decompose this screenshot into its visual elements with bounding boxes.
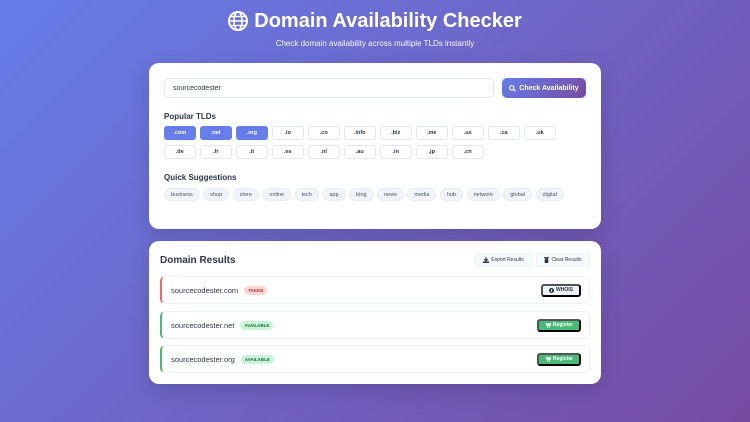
suggestion-chip[interactable]: store [232,188,259,201]
export-results-button[interactable]: Export Results [475,253,532,267]
page-title: Domain Availability Checker [0,8,750,34]
header: Domain Availability Checker Check domain… [0,8,750,48]
register-button[interactable]: Register [536,352,581,366]
tld-button[interactable]: .it [236,145,268,159]
suggestion-list: business shop store online tech app blog news me… [164,188,564,201]
tld-button[interactable]: .co [308,126,340,140]
tld-button[interactable]: .nl [308,145,340,159]
tld-button[interactable]: .biz [380,126,412,140]
tld-list: .com .net .org .io .co .info .biz .me .us .ca .uk.… [164,126,589,159]
tld-button[interactable]: .es [272,145,304,159]
tld-button[interactable]: .ca [488,126,520,140]
search-icon [509,84,517,92]
domain-result-row: sourcecodester.com TAKEN WHOIS [160,276,590,304]
suggestion-chip[interactable]: business [164,188,200,201]
quick-suggestions-label: Quick Suggestions [164,173,237,182]
register-button[interactable]: Register [536,318,581,332]
suggestion-chip[interactable]: tech [294,188,319,201]
domain-name: sourcecodester.com [171,285,239,295]
check-availability-button[interactable]: Check Availability [502,78,586,98]
suggestion-chip[interactable]: online [262,188,292,201]
info-icon [549,287,555,293]
tld-button[interactable]: .com [164,126,196,140]
cart-icon [544,356,551,362]
tld-button[interactable]: .us [452,126,484,140]
results-card: Domain Results Export Results Clear Resu… [149,241,601,384]
suggestion-chip[interactable]: app [322,188,346,201]
tld-button[interactable]: .net [200,126,232,140]
domain-result-row: sourcecodester.net AVAILABLE Register [160,311,590,339]
suggestion-chip[interactable]: blog [349,188,374,201]
domain-search-input[interactable] [164,78,494,98]
tld-button[interactable]: .in [380,145,412,159]
status-badge: AVAILABLE [240,320,274,330]
search-card: Check Availability Popular TLDs .com .net… [149,63,601,229]
domain-result-row: sourcecodester.org AVAILABLE Register [160,345,590,373]
status-badge: AVAILABLE [240,354,274,364]
suggestion-chip[interactable]: global [503,188,533,201]
clear-results-button[interactable]: Clear Results [536,253,590,267]
suggestion-chip[interactable]: network [466,188,500,201]
subtitle: Check domain availability across multipl… [275,39,475,48]
tld-button[interactable]: .io [272,126,304,140]
tld-button[interactable]: .me [416,126,448,140]
download-icon [483,257,490,263]
tld-button[interactable]: .fr [200,145,232,159]
popular-tlds-label: Popular TLDs [164,112,217,121]
suggestion-chip[interactable]: digital [535,188,564,201]
domain-name: sourcecodester.net [171,320,235,330]
tld-button[interactable]: .jp [416,145,448,159]
tld-button[interactable]: .au [344,145,376,159]
trash-icon [544,257,550,263]
globe-icon [228,11,249,31]
tld-button[interactable]: .info [344,126,376,140]
domain-name: sourcecodester.org [171,354,235,364]
suggestion-chip[interactable]: hub [439,188,464,201]
cart-icon [544,322,551,328]
suggestion-chip[interactable]: shop [203,188,230,201]
tld-button[interactable]: .uk [524,126,556,140]
results-title: Domain Results [160,255,236,266]
tld-button[interactable]: .de [164,145,196,159]
suggestion-chip[interactable]: news [377,188,404,201]
suggestion-chip[interactable]: media [407,188,437,201]
status-badge: TAKEN [244,285,268,295]
tld-button[interactable]: .org [236,126,268,140]
whois-button[interactable]: WHOIS [541,283,581,297]
tld-button[interactable]: .cn [452,145,484,159]
